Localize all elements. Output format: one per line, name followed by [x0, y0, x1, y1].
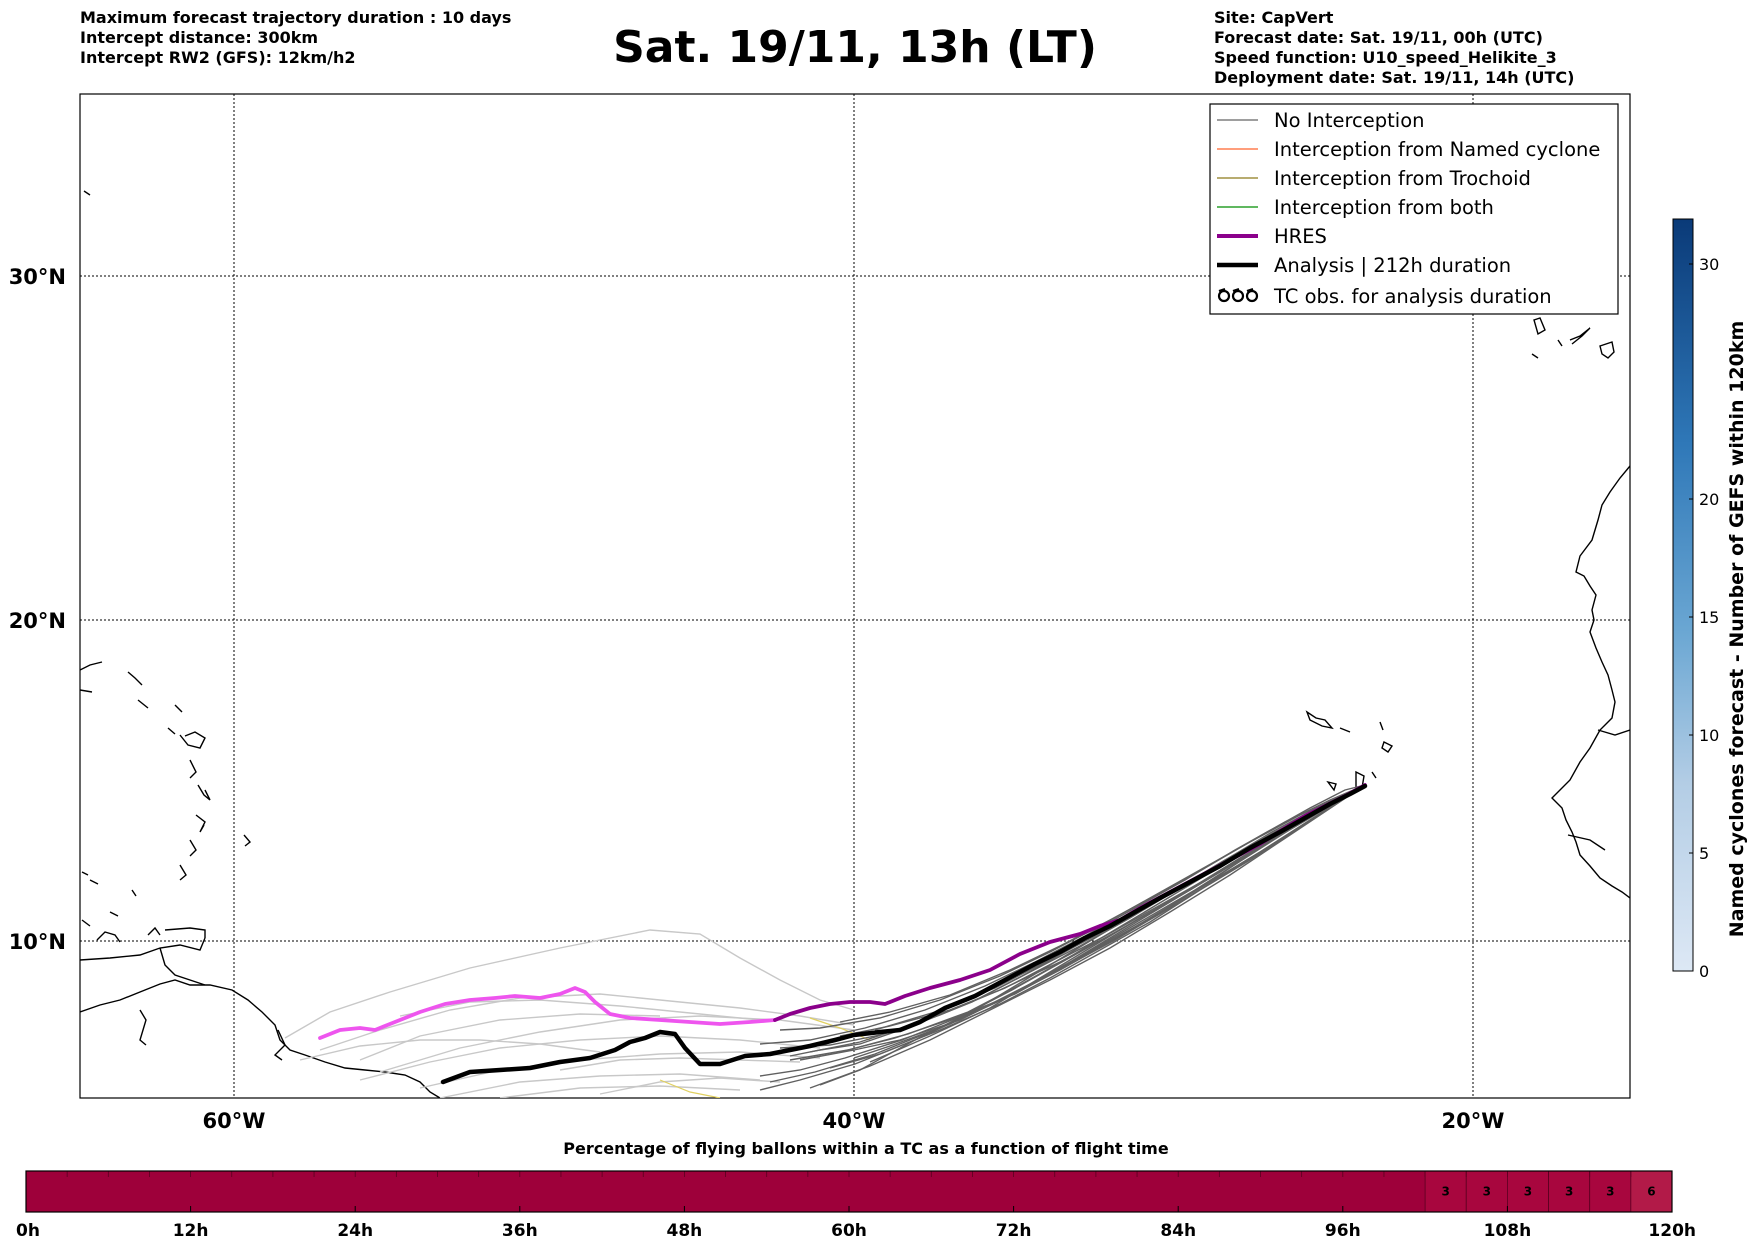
colorbar-tick-30: 30	[1699, 255, 1719, 274]
colorbar-gradient	[1672, 218, 1694, 972]
legend-label-both: Interception from both	[1274, 196, 1494, 219]
bar-cell-value: 3	[1524, 1185, 1532, 1199]
legend-label-hres: HRES	[1274, 225, 1327, 248]
header-forecast-date: Forecast date: Sat. 19/11, 00h (UTC)	[1214, 28, 1543, 47]
bar-axis-label: 120h	[1648, 1221, 1696, 1241]
analysis-trajectory	[440, 783, 1368, 1085]
lat-label-30n: 30°N	[9, 265, 66, 289]
header-site: Site: CapVert	[1214, 8, 1334, 27]
legend-label-trochoid: Interception from Trochoid	[1274, 167, 1531, 190]
flight-time-bar-grid	[66, 1171, 1632, 1177]
legend-label-analysis: Analysis | 212h duration	[1274, 254, 1511, 277]
bar-axis-label: 12h	[173, 1221, 209, 1241]
legend-label-tc-obs: TC obs. for analysis duration	[1273, 285, 1552, 308]
bar-axis-label: 60h	[831, 1221, 867, 1241]
legend-frame	[1209, 103, 1619, 315]
colorbar-title: Named cyclones forecast - Number of GEFS…	[1726, 321, 1748, 938]
bar-cell-value: 3	[1441, 1185, 1449, 1199]
legend-label-named-cyclone: Interception from Named cyclone	[1274, 138, 1600, 161]
map-gridlines	[80, 94, 1630, 1098]
colorbar-tick-15: 15	[1699, 608, 1719, 627]
lon-label-40w: 40°W	[823, 1109, 886, 1133]
bar-cell-value: 3	[1606, 1185, 1614, 1199]
longitude-labels: 60°W 40°W 20°W	[203, 1109, 1505, 1133]
header-speed-function: Speed function: U10_speed_Helikite_3	[1214, 48, 1557, 67]
header-right-info: Site: CapVert Forecast date: Sat. 19/11,…	[1214, 8, 1574, 88]
legend: No Interception Interception from Named …	[1209, 103, 1619, 315]
bar-axis-label: 48h	[667, 1221, 703, 1241]
flight-time-bar-title: Percentage of flying ballons within a TC…	[563, 1139, 1169, 1158]
bar-axis-label: 84h	[1160, 1221, 1196, 1241]
header-left-info: Maximum forecast trajectory duration : 1…	[80, 8, 511, 68]
bar-cell-value: 3	[1483, 1185, 1491, 1199]
flight-time-bar: Percentage of flying ballons within a TC…	[16, 1139, 1696, 1241]
colorbar-tick-20: 20	[1699, 490, 1719, 509]
colorbar-tick-0: 0	[1699, 962, 1709, 981]
bar-axis-label: 0h	[16, 1221, 40, 1241]
bar-axis-label: 36h	[502, 1221, 538, 1241]
bar-cell	[1630, 1170, 1673, 1213]
header-deployment-date: Deployment date: Sat. 19/11, 14h (UTC)	[1214, 68, 1575, 87]
header-duration: Maximum forecast trajectory duration : 1…	[80, 8, 512, 27]
header-intercept-rw2: Intercept RW2 (GFS): 12km/h2	[80, 48, 356, 67]
ensemble-trajectories-light	[284, 929, 855, 1098]
lon-label-60w: 60°W	[203, 1109, 266, 1133]
colorbar-tick-5: 5	[1699, 844, 1709, 863]
flight-time-bar-fill	[26, 1171, 1672, 1212]
legend-label-no-interception: No Interception	[1274, 109, 1425, 132]
colorbar: 0 5 10 15 20 30 Named cyclones forecast …	[1672, 218, 1748, 981]
lat-label-20n: 20°N	[9, 609, 66, 633]
bar-axis-label: 96h	[1325, 1221, 1361, 1241]
bar-cell-value: 3	[1565, 1185, 1573, 1199]
map-coastlines	[80, 190, 1630, 1098]
colorbar-ticks	[1689, 263, 1693, 972]
bar-cell-value: 6	[1647, 1185, 1655, 1199]
page-title: Sat. 19/11, 13h (LT)	[613, 22, 1097, 73]
bar-axis-label: 108h	[1484, 1221, 1532, 1241]
hres-early-segment	[318, 986, 777, 1040]
lon-label-20w: 20°W	[1442, 1109, 1505, 1133]
latitude-labels: 30°N 20°N 10°N	[9, 265, 66, 954]
tc-symbol-icon	[1217, 287, 1259, 303]
header-intercept-distance: Intercept distance: 300km	[80, 28, 319, 47]
bar-axis-label: 72h	[996, 1221, 1032, 1241]
flight-time-bar-axis: 0h 12h 24h 36h 48h 60h 72h 84h 96h 108h 120h	[16, 1206, 1696, 1241]
flight-time-bar-cells: 3 3 3 3 3 6	[1424, 1170, 1673, 1213]
colorbar-tick-10: 10	[1699, 726, 1719, 745]
bar-axis-label: 24h	[337, 1221, 373, 1241]
lat-label-10n: 10°N	[9, 930, 66, 954]
